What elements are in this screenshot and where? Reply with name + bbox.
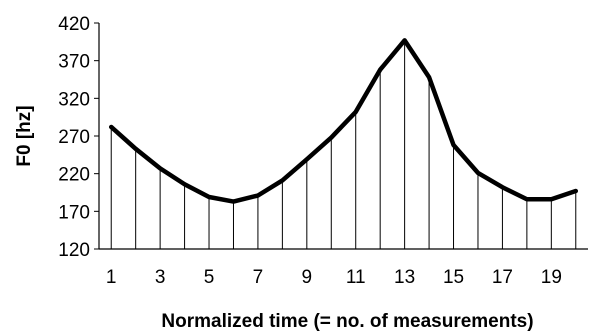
x-tick-label: 19 bbox=[541, 267, 562, 288]
x-tick-label: 3 bbox=[155, 267, 166, 288]
y-tick-label: 320 bbox=[58, 89, 90, 110]
y-tick-label: 170 bbox=[58, 202, 90, 223]
x-tick-label: 17 bbox=[492, 267, 513, 288]
series-group bbox=[108, 38, 579, 204]
x-tick-labels: 1 3 5 7 9 11 13 15 17 19 bbox=[106, 267, 562, 288]
x-tick-label: 11 bbox=[346, 267, 366, 288]
x-tick-label: 7 bbox=[253, 267, 264, 288]
x-tick-label: 1 bbox=[106, 267, 117, 288]
y-tick-label: 370 bbox=[58, 52, 90, 73]
y-tick-label: 420 bbox=[58, 14, 90, 35]
x-tick-label: 13 bbox=[394, 267, 415, 288]
y-tick-labels: 120 170 220 270 320 370 420 bbox=[58, 14, 90, 261]
x-tick-label: 9 bbox=[302, 267, 313, 288]
drop-lines bbox=[110, 40, 577, 249]
y-axis-title: F0 [hz] bbox=[14, 105, 35, 166]
x-tick-label: 15 bbox=[443, 267, 464, 288]
f0-series-line bbox=[108, 38, 579, 204]
y-tick-label: 270 bbox=[58, 127, 90, 148]
y-tick-label: 220 bbox=[58, 165, 90, 186]
x-axis-title: Normalized time (= no. of measurements) bbox=[161, 311, 533, 332]
axes bbox=[94, 22, 588, 250]
y-tick-label: 120 bbox=[58, 240, 90, 261]
x-tick-label: 5 bbox=[204, 267, 215, 288]
